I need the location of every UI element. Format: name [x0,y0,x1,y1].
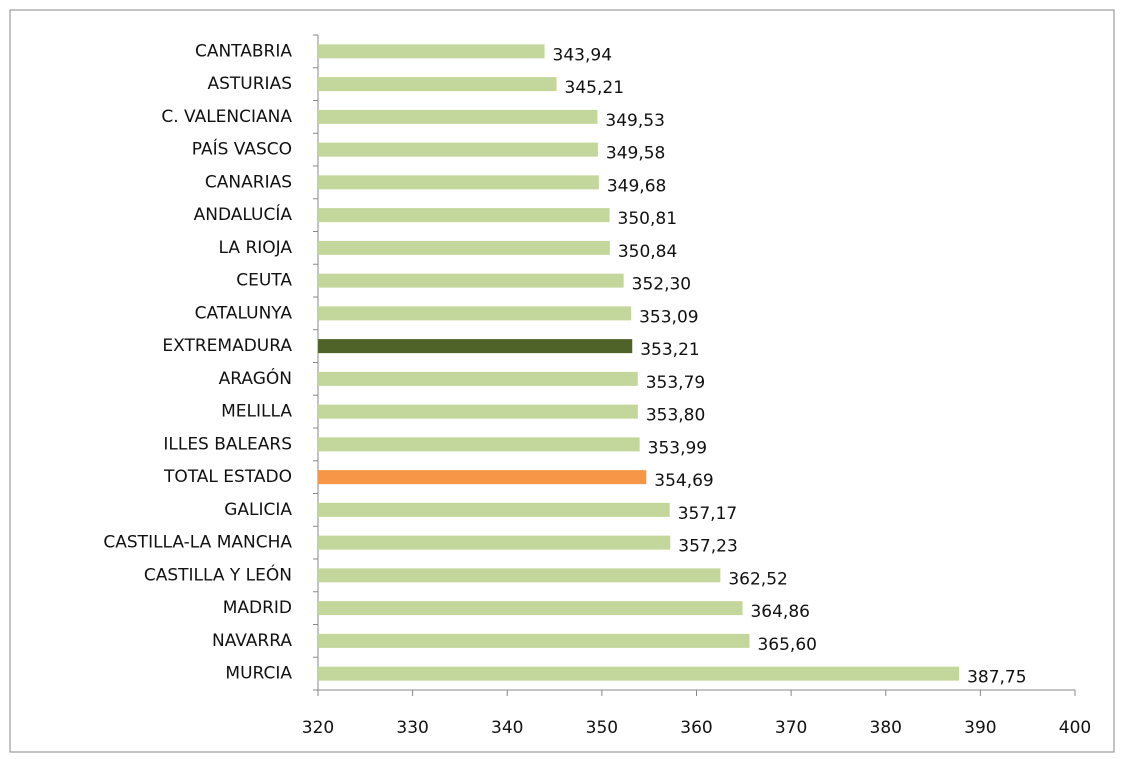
y-tick-label: MADRID [223,598,292,618]
bar [318,404,638,419]
y-tick-label: ARAGÓN [219,367,292,389]
bar [318,371,638,386]
y-tick-label: ILLES BALEARS [163,434,292,454]
y-tick-label: TOTAL ESTADO [163,467,292,487]
x-tick-label: 390 [964,718,996,738]
x-tick-label: 320 [302,718,334,738]
x-tick-label: 370 [775,718,807,738]
x-tick-label: 360 [680,718,712,738]
y-tick-label: CANTABRIA [195,41,292,61]
y-tick-label: CATALUNYA [195,303,293,323]
y-tick-label: EXTREMADURA [162,336,292,356]
x-tick-label: 350 [586,718,618,738]
y-tick-label: C. VALENCIANA [161,107,292,127]
y-tick-label: MELILLA [221,402,292,422]
bar [318,437,640,452]
bar [318,502,670,517]
y-tick-label: ANDALUCÍA [194,203,293,225]
bar [318,535,671,550]
y-tick-label: CASTILLA-LA MANCHA [103,533,292,553]
bar [318,44,545,59]
value-label: 352,30 [632,275,691,295]
value-label: 350,84 [618,242,677,262]
bar [318,306,632,321]
value-label: 357,23 [678,537,737,557]
bar [318,240,610,255]
value-label: 357,17 [678,504,737,524]
y-tick-label: CASTILLA Y LEÓN [144,563,292,585]
value-label: 345,21 [565,78,624,98]
value-label: 350,81 [618,209,677,229]
bar [318,470,647,485]
y-tick-label: ASTURIAS [208,74,293,94]
x-tick-label: 400 [1059,718,1091,738]
value-label: 362,52 [728,569,787,589]
bar [318,175,599,190]
value-label: 354,69 [654,471,713,491]
bar [318,208,610,223]
x-tick-label: 340 [491,718,523,738]
y-tick-label: PAÍS VASCO [192,138,292,160]
y-tick-label: MURCIA [225,664,292,684]
x-tick-label: 330 [396,718,428,738]
value-label: 387,75 [967,668,1026,688]
value-label: 353,09 [639,307,698,327]
value-label: 349,58 [606,144,665,164]
value-label: 353,21 [640,340,699,360]
y-tick-label: CANARIAS [205,172,292,192]
value-label: 353,80 [646,406,705,426]
x-tick-label: 380 [870,718,902,738]
value-label: 343,94 [553,45,612,65]
y-tick-label: GALICIA [224,500,292,520]
bar [318,273,624,288]
bar [318,666,960,681]
value-label: 349,53 [605,111,664,131]
bar [318,142,598,157]
bar [318,633,750,648]
bar [318,568,721,583]
bar [318,109,598,124]
y-tick-label: NAVARRA [212,631,292,651]
bar [318,601,743,616]
value-label: 365,60 [757,635,816,655]
bar [318,339,633,354]
bar [318,77,557,92]
y-tick-label: LA RIOJA [219,238,293,258]
y-tick-label: CEUTA [236,271,292,291]
value-label: 353,79 [646,373,705,393]
value-label: 349,68 [607,176,666,196]
value-label: 353,99 [648,438,707,458]
value-label: 364,86 [750,602,809,622]
